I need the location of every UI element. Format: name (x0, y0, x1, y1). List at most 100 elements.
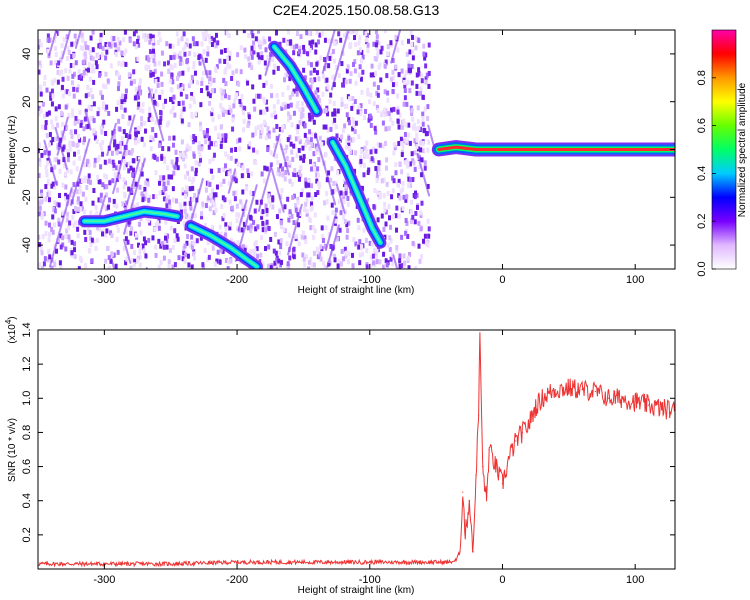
noise-pixel (141, 101, 145, 107)
noise-pixel (56, 69, 60, 75)
noise-pixel (127, 150, 131, 156)
noise-pixel (134, 140, 138, 146)
noise-pixel (321, 140, 325, 146)
noise-pixel (347, 143, 351, 149)
noise-pixel (383, 112, 387, 118)
noise-pixel (384, 140, 388, 146)
noise-pixel (232, 103, 236, 109)
noise-pixel (280, 166, 284, 172)
noise-pixel (277, 239, 281, 245)
noise-pixel (410, 64, 414, 70)
noise-pixel (158, 180, 162, 186)
noise-pixel (82, 126, 86, 132)
noise-pixel (383, 89, 387, 95)
noise-pixel (180, 139, 184, 145)
noise-pixel (205, 128, 209, 134)
noise-pixel (106, 245, 110, 251)
noise-pixel (182, 47, 186, 53)
noise-pixel (132, 184, 136, 190)
noise-pixel (278, 41, 282, 47)
noise-pixel (257, 54, 261, 60)
noise-pixel (397, 178, 401, 184)
noise-pixel (143, 120, 147, 126)
noise-pixel (185, 240, 189, 246)
spectral-ridge (189, 225, 258, 268)
noise-pixel (72, 209, 76, 215)
noise-pixel (154, 79, 158, 85)
noise-pixel (157, 31, 161, 37)
noise-pixel (128, 134, 132, 140)
noise-pixel (263, 109, 267, 115)
noise-pixel (87, 67, 91, 73)
noise-pixel (71, 214, 75, 220)
noise-pixel (132, 31, 136, 37)
noise-pixel (119, 146, 123, 152)
noise-pixel (417, 243, 421, 249)
noise-pixel (104, 55, 108, 61)
noise-pixel (83, 137, 87, 143)
y-tick-label: 40 (21, 48, 33, 60)
noise-pixel (414, 190, 418, 196)
noise-pixel (376, 217, 380, 223)
noise-pixel (106, 78, 110, 84)
noise-pixel (333, 117, 337, 123)
noise-pixel (414, 35, 418, 41)
noise-pixel (303, 235, 307, 241)
noise-pixel (361, 54, 365, 60)
noise-pixel (282, 227, 286, 233)
noise-pixel (380, 178, 384, 184)
noise-pixel (193, 255, 197, 261)
noise-pixel (215, 64, 219, 70)
noise-pixel (247, 56, 251, 62)
noise-pixel (185, 38, 189, 44)
noise-pixel (134, 44, 138, 50)
noise-pixel (302, 256, 306, 262)
spectrogram-x-axis: -300 -200 -100 0 100 (93, 30, 644, 286)
noise-pixel (85, 71, 89, 77)
noise-pixel (171, 79, 175, 85)
noise-pixel (283, 204, 287, 210)
noise-pixel (219, 103, 223, 109)
noise-pixel (93, 157, 97, 163)
noise-pixel (65, 89, 69, 95)
noise-pixel (397, 72, 401, 78)
noise-pixel (271, 204, 275, 210)
noise-pixel (211, 88, 215, 94)
noise-pixel (78, 155, 82, 161)
noise-pixel (323, 266, 327, 269)
noise-pixel (151, 45, 155, 51)
noise-pixel (152, 194, 156, 200)
noise-pixel (346, 228, 350, 234)
noise-pixel (167, 174, 171, 180)
noise-pixel (64, 196, 68, 202)
noise-pixel (70, 80, 74, 86)
noise-pixel (64, 192, 68, 198)
noise-pixel (347, 135, 351, 141)
noise-pixel (229, 221, 233, 227)
noise-pixel (301, 107, 305, 113)
noise-pixel (123, 191, 127, 197)
noise-pixel (80, 119, 84, 125)
noise-pixel (194, 213, 198, 219)
noise-pixel (396, 109, 400, 115)
noise-pixel (67, 91, 71, 97)
noise-pixel (298, 107, 302, 113)
noise-pixel (325, 63, 329, 69)
noise-pixel (65, 217, 69, 223)
noise-pixel (42, 113, 46, 119)
noise-pixel (49, 60, 53, 66)
noise-pixel (103, 173, 107, 179)
noise-pixel (307, 216, 311, 222)
noise-pixel (46, 191, 50, 197)
noise-pixel (61, 121, 65, 127)
noise-pixel (235, 212, 239, 218)
noise-pixel (354, 42, 358, 48)
noise-pixel (114, 263, 118, 269)
noise-pixel (198, 60, 202, 66)
noise-pixel (356, 109, 360, 115)
noise-pixel (217, 167, 221, 173)
noise-pixel (348, 145, 352, 151)
noise-pixel (406, 172, 410, 178)
noise-pixel (44, 120, 48, 126)
noise-pixel (308, 40, 312, 46)
